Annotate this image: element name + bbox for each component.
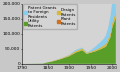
Legend: Patent Grants
to Foreign
Residents, Utility
Patents, Design
Patents, Plant
Paten: Patent Grants to Foreign Residents, Util… xyxy=(23,4,77,29)
